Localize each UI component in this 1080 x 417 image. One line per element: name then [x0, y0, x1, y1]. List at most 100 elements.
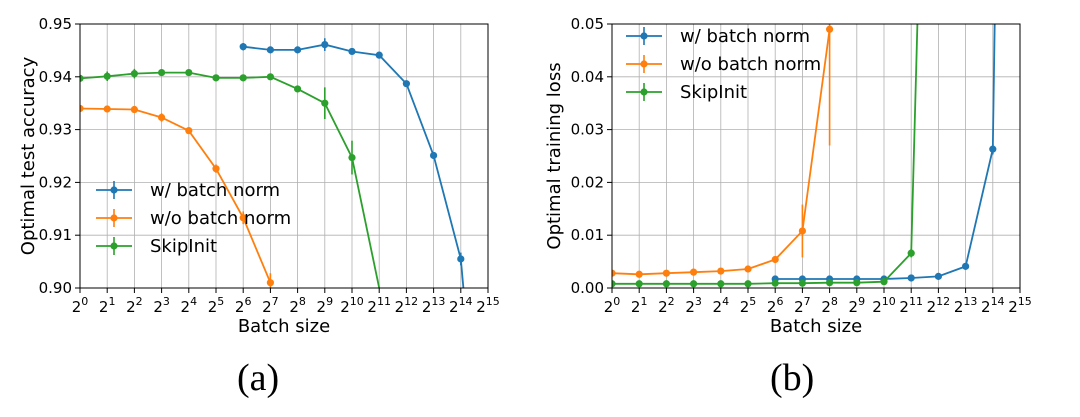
data-point — [402, 80, 410, 88]
x-axis-label: Batch size — [238, 316, 330, 337]
data-point — [80, 74, 84, 82]
y-tick-label: 0.94 — [39, 68, 72, 86]
series-line — [80, 71, 381, 288]
data-point — [934, 272, 943, 280]
legend-marker — [640, 88, 648, 96]
data-point — [130, 105, 138, 114]
x-tick-label: 27 — [794, 295, 811, 316]
data-point — [907, 249, 915, 257]
data-point — [266, 279, 274, 287]
data-point — [294, 85, 302, 93]
data-point — [103, 105, 111, 113]
x-tick-label: 212 — [395, 295, 419, 316]
legend-label: w/o batch norm — [150, 208, 291, 229]
x-tick-label: 27 — [262, 295, 279, 316]
data-point — [717, 280, 725, 288]
data-point — [798, 279, 807, 287]
x-tick-label: 24 — [181, 295, 198, 316]
caption-b: (b) — [770, 357, 815, 399]
legend: w/ batch norm w/o batch norm SkipInit — [96, 180, 291, 257]
y-tick-label: 0.00 — [571, 279, 604, 297]
y-axis-label: Optimal test accuracy — [18, 56, 39, 255]
plot-frame — [79, 23, 489, 289]
data-point — [80, 104, 84, 113]
legend-label: SkipInit — [150, 236, 217, 257]
legend-marker — [110, 186, 118, 194]
data-point — [457, 255, 465, 263]
x-tick-label: 26 — [767, 295, 784, 316]
legend-marker — [640, 32, 648, 40]
x-tick-label: 22 — [658, 295, 675, 316]
data-point — [321, 99, 329, 107]
x-tick-label: 28 — [821, 295, 838, 316]
x-tick-label: 215 — [1008, 295, 1032, 316]
data-point — [798, 227, 807, 235]
series-2 — [612, 24, 919, 288]
legend-label: SkipInit — [680, 82, 747, 103]
data-point — [375, 51, 383, 59]
data-point — [239, 43, 247, 51]
data-point — [103, 72, 111, 80]
x-tick-label: 211 — [899, 295, 923, 316]
data-point — [907, 274, 915, 282]
data-point — [826, 279, 834, 287]
data-point — [158, 68, 166, 77]
series-2 — [80, 68, 381, 288]
y-tick-label: 0.92 — [39, 173, 72, 191]
x-tick-label: 21 — [99, 295, 116, 316]
legend-label: w/o batch norm — [680, 54, 821, 75]
x-tick-label: 29 — [849, 295, 866, 316]
x-tick-label: 25 — [208, 295, 225, 316]
data-point — [989, 145, 997, 153]
data-point — [853, 279, 861, 287]
x-tick-label: 211 — [367, 295, 391, 316]
data-point — [771, 255, 779, 264]
data-point — [294, 46, 302, 54]
data-point — [635, 270, 643, 278]
data-point — [717, 267, 725, 275]
x-tick-label: 24 — [713, 295, 730, 316]
y-tick-label: 0.05 — [571, 15, 604, 33]
plot-area — [80, 38, 465, 288]
series-line — [80, 107, 272, 284]
x-tick-label: 28 — [289, 295, 306, 316]
legend-marker — [110, 242, 118, 250]
data-point — [690, 268, 698, 276]
legend-label: w/ batch norm — [680, 26, 810, 47]
x-tick-label: 23 — [685, 295, 702, 316]
y-tick-label: 0.95 — [39, 15, 72, 33]
x-tick-label: 25 — [740, 295, 757, 316]
y-tick-label: 0.90 — [39, 279, 72, 297]
plot-area — [612, 24, 997, 288]
series-0 — [239, 38, 465, 288]
y-tick-label: 0.91 — [39, 226, 72, 244]
y-axis-label: Optimal training loss — [544, 62, 565, 249]
data-point — [962, 262, 970, 270]
y-tick-labels: 0.90 0.91 0.92 0.93 0.94 0.95 — [39, 15, 80, 297]
data-point — [826, 25, 834, 33]
series-line — [775, 24, 996, 280]
series-1 — [80, 104, 274, 288]
legend-label: w/ batch norm — [150, 180, 280, 201]
data-point — [158, 113, 166, 122]
x-tick-label: 20 — [72, 295, 89, 316]
x-tick-label: 213 — [954, 295, 978, 316]
chart-a: 20 21 22 23 24 25 26 27 28 29 210 211 212 213 214 215 0.… — [18, 15, 500, 337]
data-point — [744, 265, 752, 273]
x-tick-label: 212 — [927, 295, 951, 316]
data-point — [321, 40, 329, 49]
data-point — [185, 68, 193, 77]
chart-b: 20 21 22 23 24 25 26 27 28 29 210 211 212 213 214 215 0.… — [544, 15, 1032, 337]
data-point — [662, 269, 671, 277]
data-point — [690, 280, 698, 288]
grid — [79, 23, 489, 289]
data-point — [348, 153, 356, 162]
data-point — [880, 278, 888, 286]
data-point — [612, 269, 616, 277]
y-tick-label: 0.04 — [571, 68, 604, 86]
x-tick-label: 215 — [476, 295, 500, 316]
x-tick-label: 210 — [872, 295, 896, 316]
y-tick-label: 0.02 — [571, 173, 604, 191]
data-point — [771, 279, 779, 287]
